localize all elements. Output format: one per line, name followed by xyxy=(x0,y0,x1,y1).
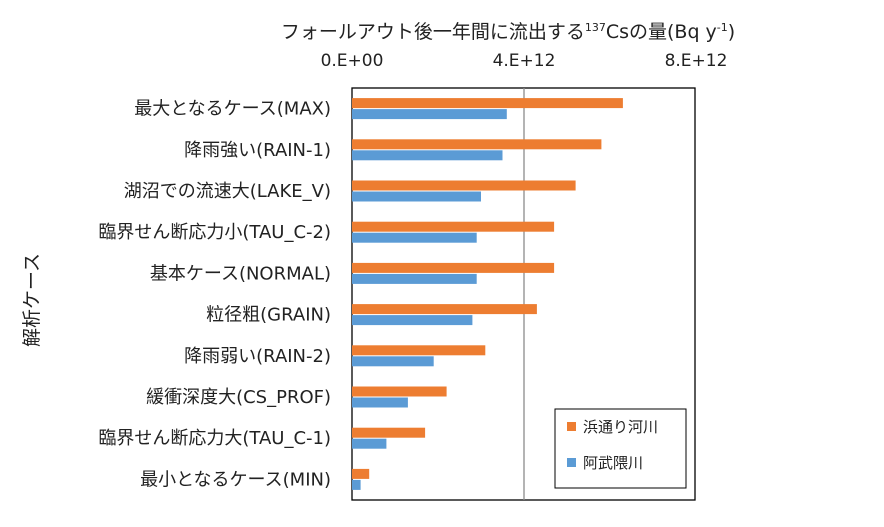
bar-abukuma xyxy=(352,232,477,243)
bar-hamadori xyxy=(352,221,555,232)
x-tick-label: 0.E+00 xyxy=(321,51,384,71)
legend: 浜通り河川 阿武隈川 xyxy=(554,408,687,489)
x-tick-label: 8.E+12 xyxy=(665,51,728,71)
category-label: 臨界せん断応力大(TAU_C-1) xyxy=(98,428,331,449)
legend-box xyxy=(554,408,687,489)
category-label: 湖沼での流速大(LAKE_V) xyxy=(124,181,331,202)
chart-title: フォールアウト後一年間に流出する137Csの量(Bq y-1) xyxy=(281,21,735,43)
category-label: 最小となるケース(MIN) xyxy=(140,469,331,490)
chart-title-unit-exponent: -1 xyxy=(717,21,728,34)
category-label: 最大となるケース(MAX) xyxy=(134,99,331,120)
category-label: 降雨強い(RAIN-1) xyxy=(184,140,331,161)
chart-title-middle: Csの量(Bq y xyxy=(606,21,717,43)
x-tick-label: 4.E+12 xyxy=(493,51,556,71)
bar-hamadori xyxy=(352,386,447,397)
chart-title-prefix: フォールアウト後一年間に流出する xyxy=(281,21,585,43)
chart-title-suffix: ) xyxy=(728,21,735,43)
legend-swatch-abukuma xyxy=(567,458,576,467)
bar-hamadori xyxy=(352,262,555,273)
bar-hamadori xyxy=(352,427,426,438)
bar-hamadori xyxy=(352,98,623,109)
y-axis-label: 解析ケース xyxy=(21,253,43,347)
bar-abukuma xyxy=(352,356,434,367)
bar-abukuma xyxy=(352,191,481,202)
category-label: 緩衝深度大(CS_PROF) xyxy=(146,387,331,408)
legend-swatch-hamadori xyxy=(567,422,576,431)
category-label: 臨界せん断応力小(TAU_C-2) xyxy=(98,222,331,243)
bars xyxy=(352,98,623,490)
bar-abukuma xyxy=(352,438,387,449)
bar-hamadori xyxy=(352,180,576,191)
bar-abukuma xyxy=(352,150,503,161)
category-label: 基本ケース(NORMAL) xyxy=(150,263,331,284)
x-tick-labels: 0.E+00 4.E+12 8.E+12 xyxy=(321,51,728,71)
legend-label-abukuma: 阿武隈川 xyxy=(583,454,643,472)
bar-abukuma xyxy=(352,315,473,326)
legend-label-hamadori: 浜通り河川 xyxy=(583,418,658,436)
category-labels: 最大となるケース(MAX) 降雨強い(RAIN-1) 湖沼での流速大(LAKE_V)… xyxy=(98,99,331,491)
bar-hamadori xyxy=(352,345,486,356)
bar-abukuma xyxy=(352,397,408,408)
bar-abukuma xyxy=(352,479,361,490)
bar-hamadori xyxy=(352,468,370,479)
chart-title-isotope: 137 xyxy=(585,21,606,34)
category-label: 降雨弱い(RAIN-2) xyxy=(184,346,331,367)
bar-abukuma xyxy=(352,109,507,120)
bar-hamadori xyxy=(352,304,537,315)
bar-hamadori xyxy=(352,139,602,150)
bar-abukuma xyxy=(352,273,477,284)
category-label: 粒径粗(GRAIN) xyxy=(206,305,331,326)
